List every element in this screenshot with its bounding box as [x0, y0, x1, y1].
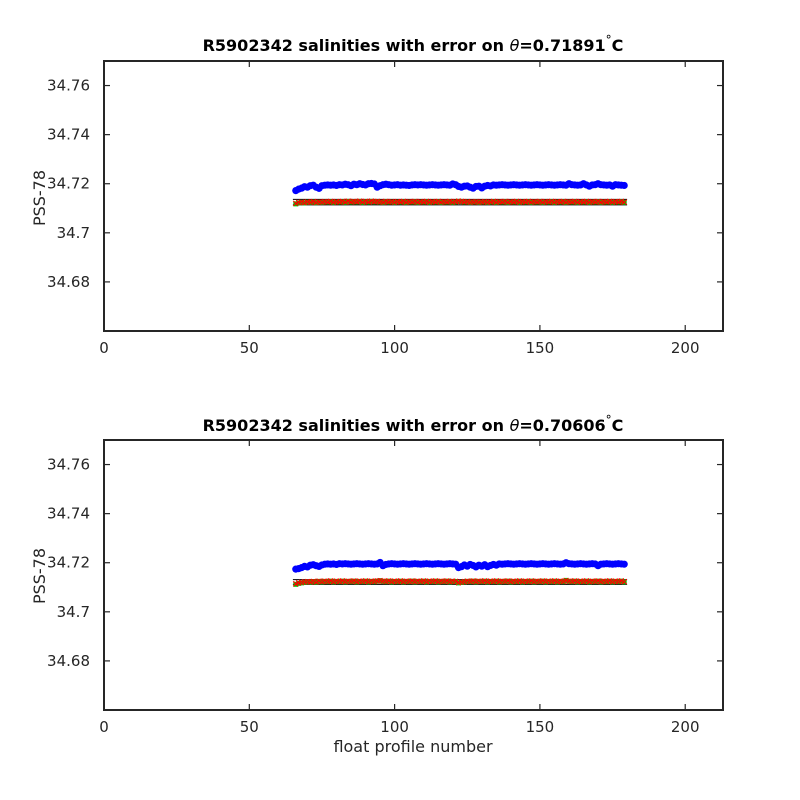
top-panel-series-circle — [292, 179, 628, 195]
bottom-panel-axes-frame — [103, 439, 724, 711]
top-panel-series-cross — [292, 198, 628, 207]
top-panel: R5902342 salinities with error on θ=0.71… — [30, 33, 724, 357]
bottom-panel-y-tick-label: 34.76 — [47, 456, 90, 474]
bottom-panel-x-tick-label: 200 — [671, 718, 700, 736]
bottom-panel-ylabel: PSS-78 — [30, 548, 49, 604]
bottom-panel-x-tick-label: 50 — [240, 718, 259, 736]
bottom-panel: R5902342 salinities with error on θ=0.70… — [30, 413, 724, 756]
data-point — [620, 560, 628, 568]
top-panel-x-tick-label: 200 — [671, 339, 700, 357]
data-point — [621, 199, 628, 206]
bottom-panel-x-tick-label: 150 — [526, 718, 555, 736]
bottom-panel-y-tick-label: 34.74 — [47, 505, 90, 523]
bottom-panel-y-tick-label: 34.68 — [47, 652, 90, 670]
top-panel-axes-frame — [103, 60, 724, 332]
top-panel-y-tick-label: 34.68 — [47, 273, 90, 291]
top-panel-y-tick-label: 34.74 — [47, 126, 90, 144]
bottom-panel-plot-area: 0 50 100 150 200 34.68 34.7 34.72 34.74 34.76 — [47, 439, 724, 736]
top-panel-y-tick-label: 34.72 — [47, 175, 90, 193]
data-point — [621, 578, 628, 585]
data-point — [620, 181, 628, 190]
bottom-panel-y-tick-label: 34.7 — [57, 603, 90, 621]
bottom-panel-series-circle — [292, 558, 628, 573]
bottom-panel-x-tick-label: 0 — [99, 718, 109, 736]
bottom-panel-xlabel: float profile number — [333, 737, 493, 756]
top-panel-plot-area: 0 50 100 150 200 34.68 34.7 34.72 34.74 34.76 — [47, 60, 724, 357]
top-panel-x-tick-label: 150 — [526, 339, 555, 357]
bottom-panel-title: R5902342 salinities with error on θ=0.70… — [203, 413, 624, 435]
top-panel-title: R5902342 salinities with error on θ=0.71… — [203, 33, 624, 55]
top-panel-x-tick-label: 100 — [380, 339, 409, 357]
top-panel-x-tick-label: 0 — [99, 339, 109, 357]
top-panel-x-tick-label: 50 — [240, 339, 259, 357]
bottom-panel-series-cross — [292, 577, 628, 587]
top-panel-y-tick-label: 34.7 — [57, 224, 90, 242]
bottom-panel-x-tick-label: 100 — [380, 718, 409, 736]
bottom-panel-y-tick-label: 34.72 — [47, 554, 90, 572]
top-panel-ylabel: PSS-78 — [30, 170, 49, 226]
top-panel-y-tick-label: 34.76 — [47, 77, 90, 95]
